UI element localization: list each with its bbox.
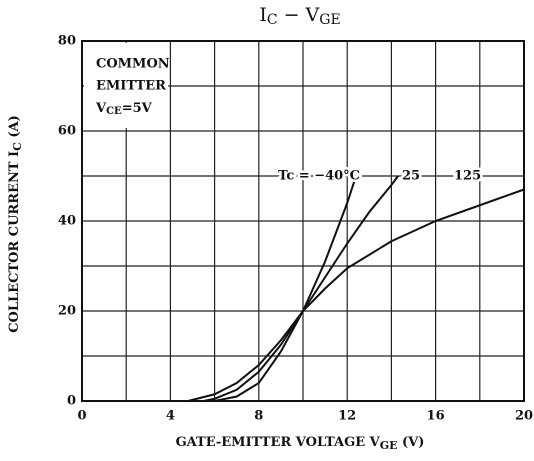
y-tick-label: 40 bbox=[58, 214, 76, 229]
x-tick-label: 20 bbox=[515, 409, 533, 424]
y-tick-label: 80 bbox=[58, 34, 76, 49]
annotation: COMMON bbox=[96, 57, 170, 72]
x-tick-label: 4 bbox=[166, 409, 175, 424]
x-axis-label: GATE-EMITTER VOLTAGE VGE (V) bbox=[176, 435, 425, 453]
curve bbox=[214, 175, 357, 402]
curve bbox=[203, 175, 399, 402]
y-tick-label: 0 bbox=[67, 394, 76, 409]
labels: Tc = −40°C 25 125 bbox=[276, 166, 484, 186]
x-tick-label: 12 bbox=[338, 409, 356, 424]
curve bbox=[187, 188, 525, 402]
curves bbox=[187, 175, 525, 402]
y-tick-label: 20 bbox=[58, 304, 76, 319]
plot-frame bbox=[81, 40, 525, 402]
chart-title: IC − VGE bbox=[259, 4, 340, 28]
annotation: EMITTER bbox=[96, 79, 166, 94]
series-label: Tc = −40°C bbox=[278, 169, 360, 184]
y-tick-label: 60 bbox=[58, 124, 76, 139]
x-tick-label: 8 bbox=[254, 409, 263, 424]
x-tick-label: 0 bbox=[77, 409, 86, 424]
series-label: 25 bbox=[402, 169, 420, 184]
annotation: VCE=5V bbox=[95, 101, 153, 117]
annotation-box bbox=[84, 43, 168, 128]
x-tick-label: 16 bbox=[427, 409, 445, 424]
series-label: 125 bbox=[454, 169, 481, 184]
y-axis-label: COLLECTOR CURRENT IC (A) bbox=[7, 115, 25, 333]
